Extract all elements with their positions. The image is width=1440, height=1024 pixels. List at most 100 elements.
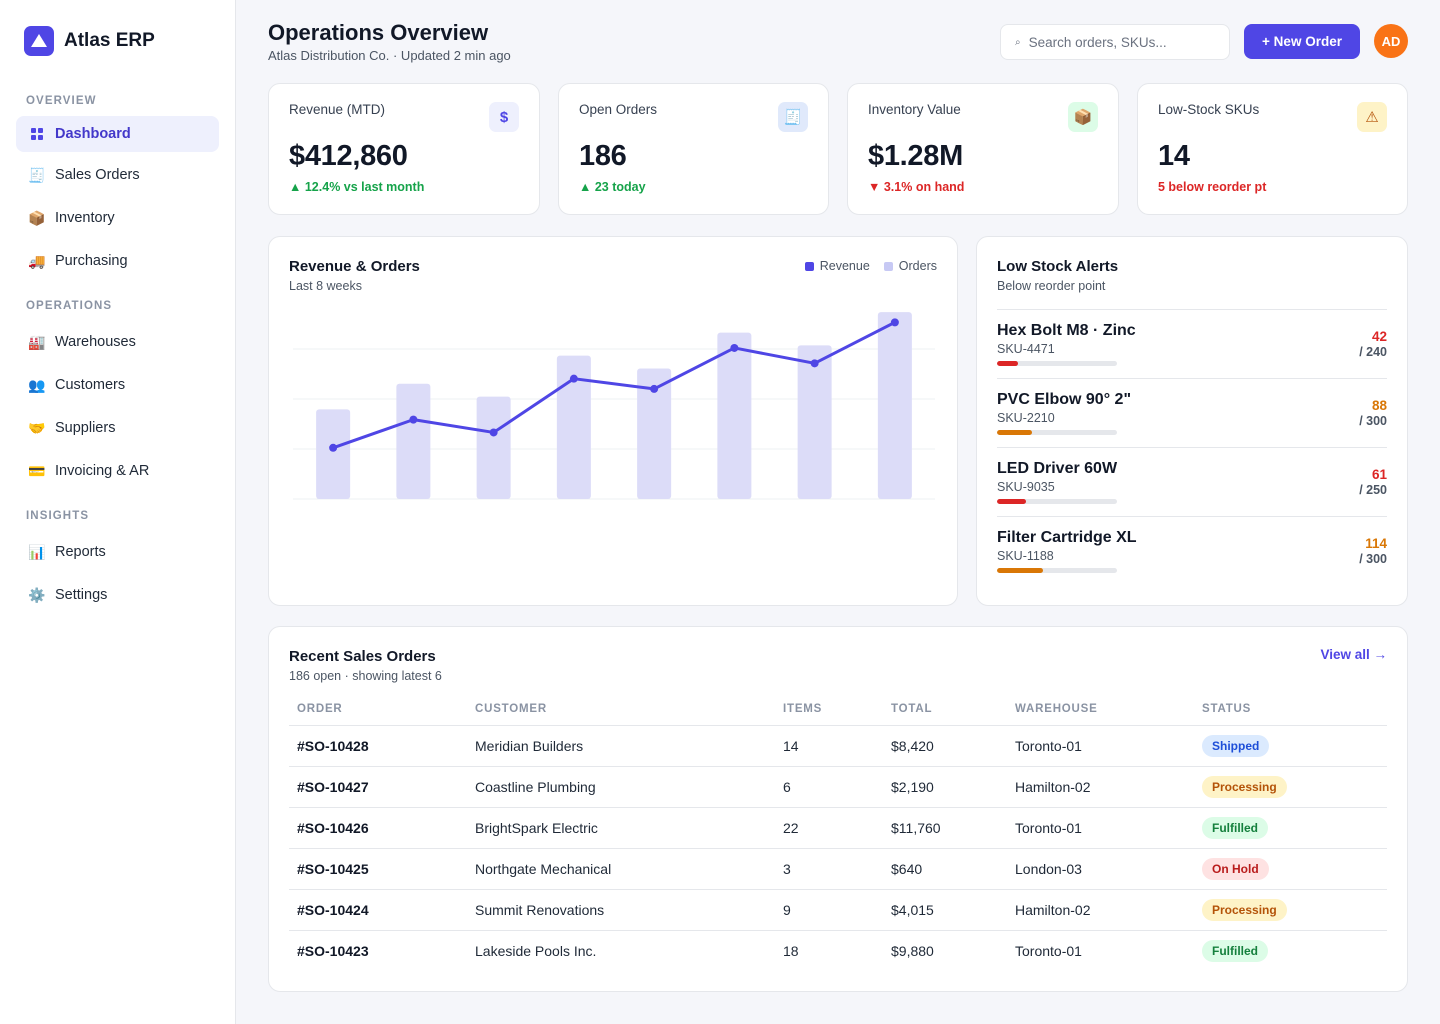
order-id-cell[interactable]: #SO-10424 xyxy=(289,889,467,930)
kpi-label: Open Orders xyxy=(579,102,657,117)
status-badge: Shipped xyxy=(1202,735,1269,757)
table-row[interactable]: #SO-10423 Lakeside Pools Inc. 18 $9,880 Toro… xyxy=(289,930,1387,971)
sidebar-item-label: Inventory xyxy=(55,210,115,226)
sidebar-item-label: Purchasing xyxy=(55,253,128,269)
kpi-card-low-stock[interactable]: Low-Stock SKUs ⚠ 14 5 below reorder pt xyxy=(1137,83,1408,215)
revenue-point[interactable] xyxy=(490,428,498,436)
total-cell: $11,760 xyxy=(883,807,1007,848)
sidebar-item-label: Warehouses xyxy=(55,334,136,350)
trend-down-icon: ▼ xyxy=(868,180,884,194)
revenue-point[interactable] xyxy=(650,385,658,393)
stock-item-name: PVC Elbow 90° 2" xyxy=(997,391,1131,409)
orders-bar[interactable] xyxy=(798,345,832,499)
orders-title: Recent Sales Orders xyxy=(289,648,436,665)
sidebar-item-reports[interactable]: 📊 Reports xyxy=(16,534,219,570)
kpi-delta-text: 12.4% vs last month xyxy=(305,180,425,194)
order-id-cell[interactable]: #SO-10428 xyxy=(289,725,467,766)
nav-section-overview: OVERVIEW xyxy=(26,95,97,107)
column-header-order[interactable]: ORDER xyxy=(289,693,467,725)
stock-level-bar xyxy=(997,568,1117,573)
sidebar-item-warehouses[interactable]: 🏭 Warehouses xyxy=(16,324,219,360)
sidebar-item-purchasing[interactable]: 🚚 Purchasing xyxy=(16,243,219,279)
column-header-warehouse[interactable]: WAREHOUSE xyxy=(1007,693,1194,725)
table-row[interactable]: #SO-10427 Coastline Plumbing 6 $2,190 Hamilt… xyxy=(289,766,1387,807)
status-cell: Fulfilled xyxy=(1194,930,1387,971)
view-all-link[interactable]: View all → xyxy=(1320,647,1387,662)
list-item[interactable]: Filter Cartridge XL SKU-1188 114/ 300 xyxy=(997,516,1387,585)
stock-level-fill xyxy=(997,430,1032,435)
receipt-icon: 🧾 xyxy=(28,168,46,182)
sidebar-item-sales-orders[interactable]: 🧾 Sales Orders xyxy=(16,157,219,193)
stock-level-bar xyxy=(997,361,1117,366)
sidebar-item-suppliers[interactable]: 🤝 Suppliers xyxy=(16,410,219,446)
customer-cell: Summit Renovations xyxy=(467,889,775,930)
order-id-cell[interactable]: #SO-10426 xyxy=(289,807,467,848)
orders-bar[interactable] xyxy=(396,384,430,499)
revenue-point[interactable] xyxy=(811,359,819,367)
kpi-delta-text: 5 below reorder pt xyxy=(1158,180,1266,194)
items-cell: 3 xyxy=(775,848,883,889)
search-box[interactable]: ⌕ xyxy=(1000,24,1230,60)
sidebar: Atlas ERP OVERVIEW Dashboard 🧾 Sales Ord… xyxy=(0,0,236,1024)
revenue-point[interactable] xyxy=(329,444,337,452)
orders-bar[interactable] xyxy=(477,397,511,499)
low-stock-title: Low Stock Alerts xyxy=(997,258,1118,275)
warehouse-cell: Hamilton-02 xyxy=(1007,766,1194,807)
customer-cell: Northgate Mechanical xyxy=(467,848,775,889)
stock-level-fill xyxy=(997,499,1026,504)
table-row[interactable]: #SO-10426 BrightSpark Electric 22 $11,760 To… xyxy=(289,807,1387,848)
kpi-delta: ▲ 12.4% vs last month xyxy=(289,180,424,194)
trend-up-icon: ▲ xyxy=(579,180,595,194)
customer-cell: Lakeside Pools Inc. xyxy=(467,930,775,971)
total-cell: $640 xyxy=(883,848,1007,889)
items-cell: 6 xyxy=(775,766,883,807)
list-item[interactable]: Hex Bolt M8 · Zinc SKU-4471 42/ 240 xyxy=(997,309,1387,378)
revenue-point[interactable] xyxy=(570,375,578,383)
orders-bar[interactable] xyxy=(316,409,350,499)
table-row[interactable]: #SO-10424 Summit Renovations 9 $4,015 Hamilt… xyxy=(289,889,1387,930)
list-item[interactable]: LED Driver 60W SKU-9035 61/ 250 xyxy=(997,447,1387,516)
sidebar-item-dashboard[interactable]: Dashboard xyxy=(16,116,219,152)
list-item[interactable]: PVC Elbow 90° 2" SKU-2210 88/ 300 xyxy=(997,378,1387,447)
kpi-card-inventory-value[interactable]: Inventory Value 📦 $1.28M ▼ 3.1% on hand xyxy=(847,83,1119,215)
sidebar-item-label: Reports xyxy=(55,544,106,560)
column-header-customer[interactable]: CUSTOMER xyxy=(467,693,775,725)
sidebar-item-customers[interactable]: 👥 Customers xyxy=(16,367,219,403)
revenue-point[interactable] xyxy=(730,344,738,352)
sidebar-item-invoicing[interactable]: 💳 Invoicing & AR xyxy=(16,453,219,489)
column-header-items[interactable]: ITEMS xyxy=(775,693,883,725)
sidebar-item-inventory[interactable]: 📦 Inventory xyxy=(16,200,219,236)
kpi-label: Revenue (MTD) xyxy=(289,102,385,117)
customer-cell: Coastline Plumbing xyxy=(467,766,775,807)
revenue-point[interactable] xyxy=(409,416,417,424)
kpi-label: Inventory Value xyxy=(868,102,961,117)
kpi-delta-text: 3.1% on hand xyxy=(884,180,965,194)
revenue-point[interactable] xyxy=(891,318,899,326)
search-input[interactable] xyxy=(1029,35,1209,50)
order-id-cell[interactable]: #SO-10425 xyxy=(289,848,467,889)
kpi-value: 14 xyxy=(1158,140,1190,173)
stock-qty: 42 xyxy=(1372,329,1387,344)
orders-bar[interactable] xyxy=(878,312,912,499)
stock-item-sku: SKU-2210 xyxy=(997,411,1055,425)
order-id-cell[interactable]: #SO-10423 xyxy=(289,930,467,971)
kpi-value: $412,860 xyxy=(289,140,408,173)
new-order-button[interactable]: + New Order xyxy=(1244,24,1360,59)
users-icon: 👥 xyxy=(28,378,46,392)
status-cell: Fulfilled xyxy=(1194,807,1387,848)
kpi-card-open-orders[interactable]: Open Orders 🧾 186 ▲ 23 today xyxy=(558,83,829,215)
table-row[interactable]: #SO-10428 Meridian Builders 14 $8,420 Toront… xyxy=(289,725,1387,766)
brand[interactable]: Atlas ERP xyxy=(24,26,155,56)
table-row[interactable]: #SO-10425 Northgate Mechanical 3 $640 London… xyxy=(289,848,1387,889)
column-header-total[interactable]: TOTAL xyxy=(883,693,1007,725)
stock-level-fill xyxy=(997,361,1018,366)
stock-max: / 300 xyxy=(1359,552,1387,566)
warehouse-cell: Toronto-01 xyxy=(1007,807,1194,848)
status-cell: Processing xyxy=(1194,889,1387,930)
order-id-cell[interactable]: #SO-10427 xyxy=(289,766,467,807)
sidebar-item-settings[interactable]: ⚙️ Settings xyxy=(16,577,219,613)
avatar[interactable]: AD xyxy=(1374,24,1408,58)
orders-bar[interactable] xyxy=(717,333,751,499)
column-header-status[interactable]: STATUS xyxy=(1194,693,1387,725)
kpi-card-revenue[interactable]: Revenue (MTD) $ $412,860 ▲ 12.4% vs last… xyxy=(268,83,540,215)
